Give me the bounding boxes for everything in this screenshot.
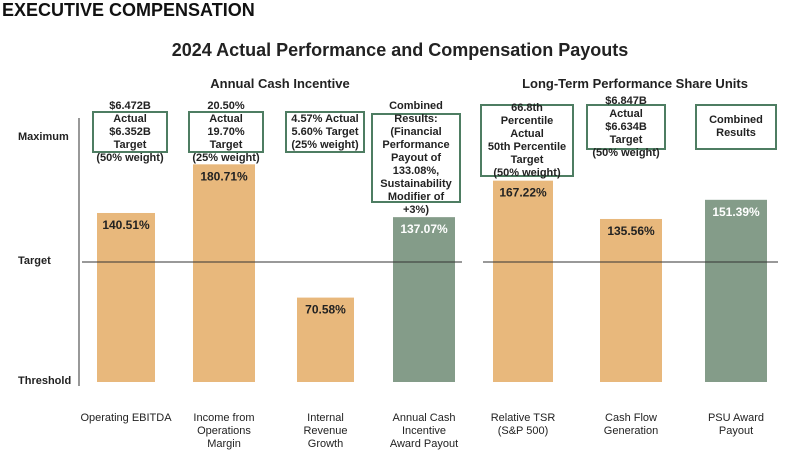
annotation-box-3: Combined Results: (Financial Performance… (371, 100, 461, 216)
level-maximum: Maximum (18, 131, 69, 143)
category-label-5: Cash Flow Generation (603, 412, 659, 437)
group-label-psu: Long-Term Performance Share Units (522, 76, 748, 91)
data-label-4: 167.22% (499, 186, 547, 200)
annotation-box-1: 20.50% Actual 19.70% Target (25% weight) (188, 100, 264, 164)
bar-0 (97, 212, 155, 382)
chart-title: 2024 Actual Performance and Compensation… (171, 40, 629, 60)
bar-3 (393, 217, 455, 382)
category-label-4: Relative TSR (S&P 500) (490, 412, 556, 437)
annotation-box-5: $6.847B Actual $6.634B Target (50% weigh… (586, 95, 666, 159)
category-label-0: Operating EBITDA (80, 412, 172, 424)
bar-4 (493, 180, 553, 382)
category-label-3: Annual Cash Incentive Award Payout (389, 412, 459, 450)
level-target: Target (18, 255, 51, 267)
data-label-5: 135.56% (607, 224, 655, 238)
category-label-1: Income from Operations Margin (193, 412, 255, 450)
category-label-2: Internal Revenue Growth (303, 412, 348, 450)
data-label-3: 137.07% (400, 222, 448, 236)
bar-2 (297, 297, 354, 382)
category-label-6: PSU Award Payout (707, 412, 765, 437)
data-label-0: 140.51% (102, 218, 150, 232)
annotation-box-4: 66.8th Percentile Actual 50th Percentile… (480, 102, 574, 179)
annotation-box-2: 4.57% Actual 5.60% Target (25% weight) (285, 111, 365, 153)
annotation-box-0: $6.472B Actual $6.352B Target (50% weigh… (92, 100, 168, 164)
data-label-1: 180.71% (200, 169, 248, 183)
bar-1 (193, 164, 255, 382)
level-threshold: Threshold (18, 375, 72, 387)
bar-6 (705, 199, 767, 382)
annotation-box-6: Combined Results (695, 104, 777, 150)
group-label-annual: Annual Cash Incentive (210, 76, 350, 91)
data-label-6: 151.39% (712, 205, 760, 219)
bar-5 (600, 218, 662, 382)
data-label-2: 70.58% (305, 303, 346, 317)
section-header: EXECUTIVE COMPENSATION (2, 0, 255, 20)
